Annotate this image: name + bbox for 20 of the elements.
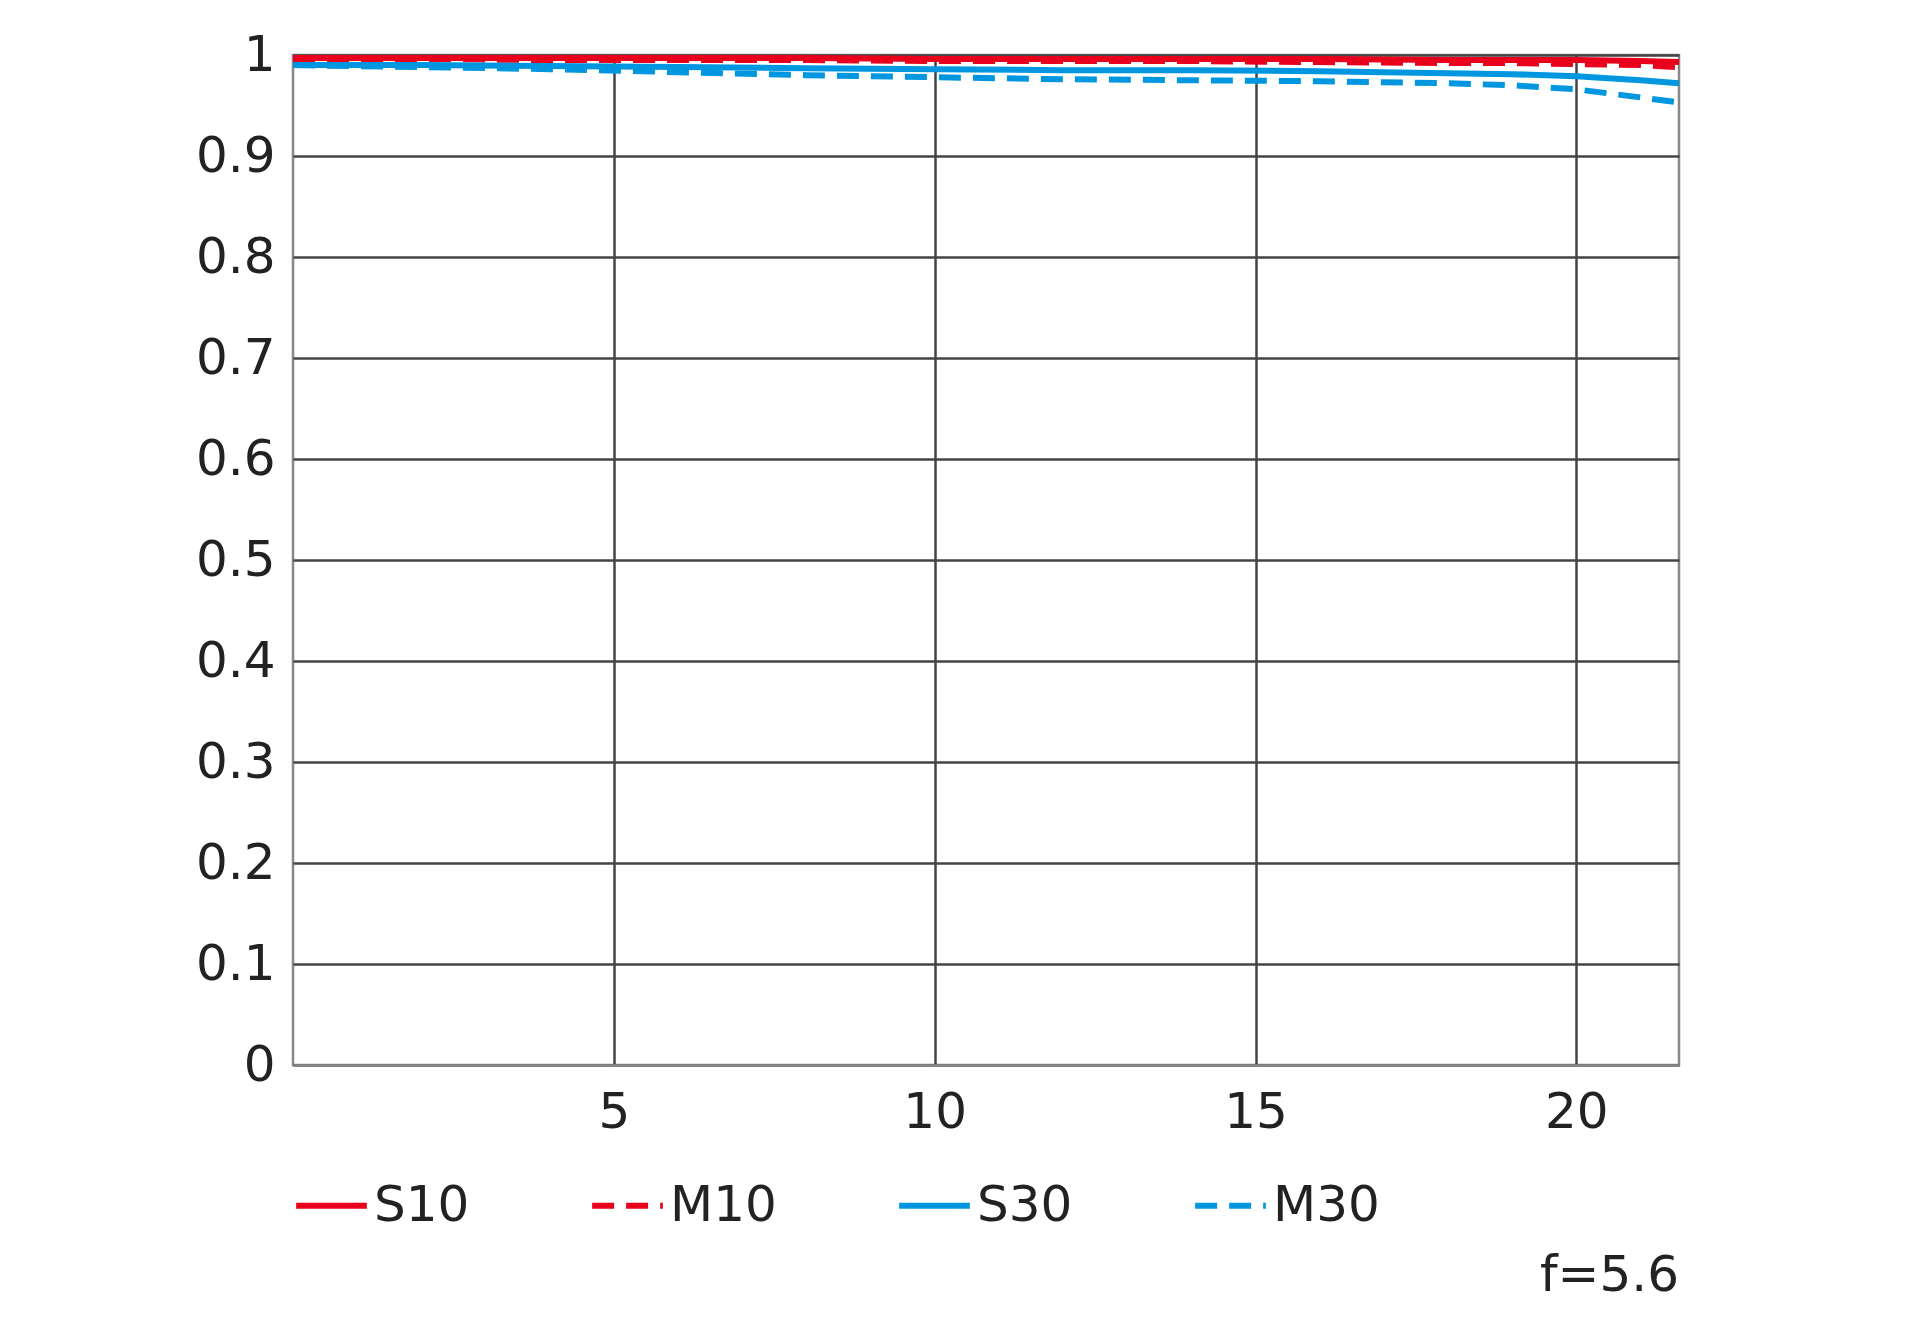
y-tick-label: 0.4 — [195, 630, 276, 689]
legend-label: S10 — [374, 1174, 470, 1233]
legend-label: M10 — [670, 1174, 777, 1233]
x-tick-label: 20 — [1545, 1081, 1609, 1140]
y-tick-label: 0.5 — [195, 529, 276, 588]
y-tick-label: 0.1 — [195, 933, 276, 992]
x-tick-label: 15 — [1224, 1081, 1288, 1140]
y-tick-label: 0.2 — [195, 832, 276, 891]
y-tick-label: 0.8 — [195, 226, 276, 285]
y-tick-label: 1 — [243, 24, 276, 83]
legend-label: S30 — [977, 1174, 1073, 1233]
x-tick-label: 10 — [903, 1081, 967, 1140]
y-tick-label: 0.7 — [195, 327, 276, 386]
x-tick-label: 5 — [598, 1081, 631, 1140]
y-tick-label: 0.3 — [195, 731, 276, 790]
legend-label: M30 — [1273, 1174, 1380, 1233]
y-tick-label: 0.9 — [195, 125, 276, 184]
y-tick-label: 0.6 — [195, 428, 276, 487]
text: f=5.6 — [1539, 1245, 1679, 1303]
y-tick-label: 0 — [243, 1034, 276, 1093]
